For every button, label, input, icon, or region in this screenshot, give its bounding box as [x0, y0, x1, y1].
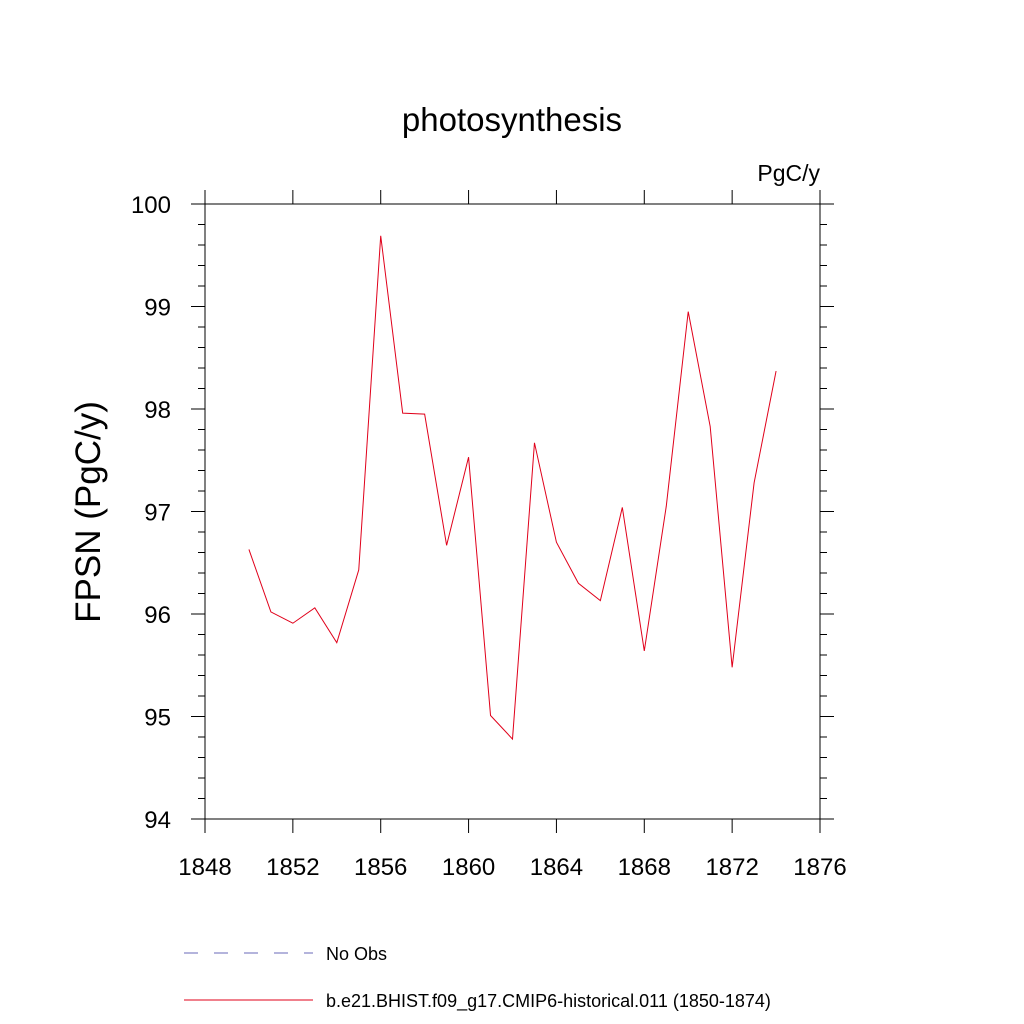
legend-label: b.e21.BHIST.f09_g17.CMIP6-historical.011…	[326, 991, 771, 1012]
y-tick-label: 97	[144, 500, 171, 527]
x-tick-label: 1860	[442, 854, 495, 881]
x-tick-label: 1876	[793, 854, 846, 881]
y-tick-label: 96	[144, 602, 171, 629]
y-tick-label: 99	[144, 295, 171, 322]
x-tick-label: 1848	[178, 854, 231, 881]
series-lines	[248, 235, 777, 741]
series-line-1	[248, 235, 777, 741]
plot-frame	[204, 203, 821, 820]
chart-title: photosynthesis	[402, 101, 622, 138]
legend: No Obs b.e21.BHIST.f09_g17.CMIP6-historic…	[184, 944, 771, 1012]
axis-ticks	[191, 190, 834, 833]
y-tick-label: 95	[144, 705, 171, 732]
y-tick-label: 94	[144, 807, 171, 834]
x-tick-label: 1864	[530, 854, 583, 881]
legend-label: No Obs	[326, 944, 387, 964]
y-tick-label: 100	[131, 192, 171, 219]
x-tick-label: 1872	[705, 854, 758, 881]
axis-tick-labels: 1848 1852 1856 1860 1864 1868 1872 1876 94 95 96 97…	[131, 192, 847, 881]
y-axis-label: FPSN (PgC/y)	[69, 401, 108, 623]
x-tick-label: 1852	[266, 854, 319, 881]
x-tick-label: 1856	[354, 854, 407, 881]
x-tick-label: 1868	[618, 854, 671, 881]
y-tick-label: 98	[144, 397, 171, 424]
units-label: PgC/y	[757, 160, 820, 186]
